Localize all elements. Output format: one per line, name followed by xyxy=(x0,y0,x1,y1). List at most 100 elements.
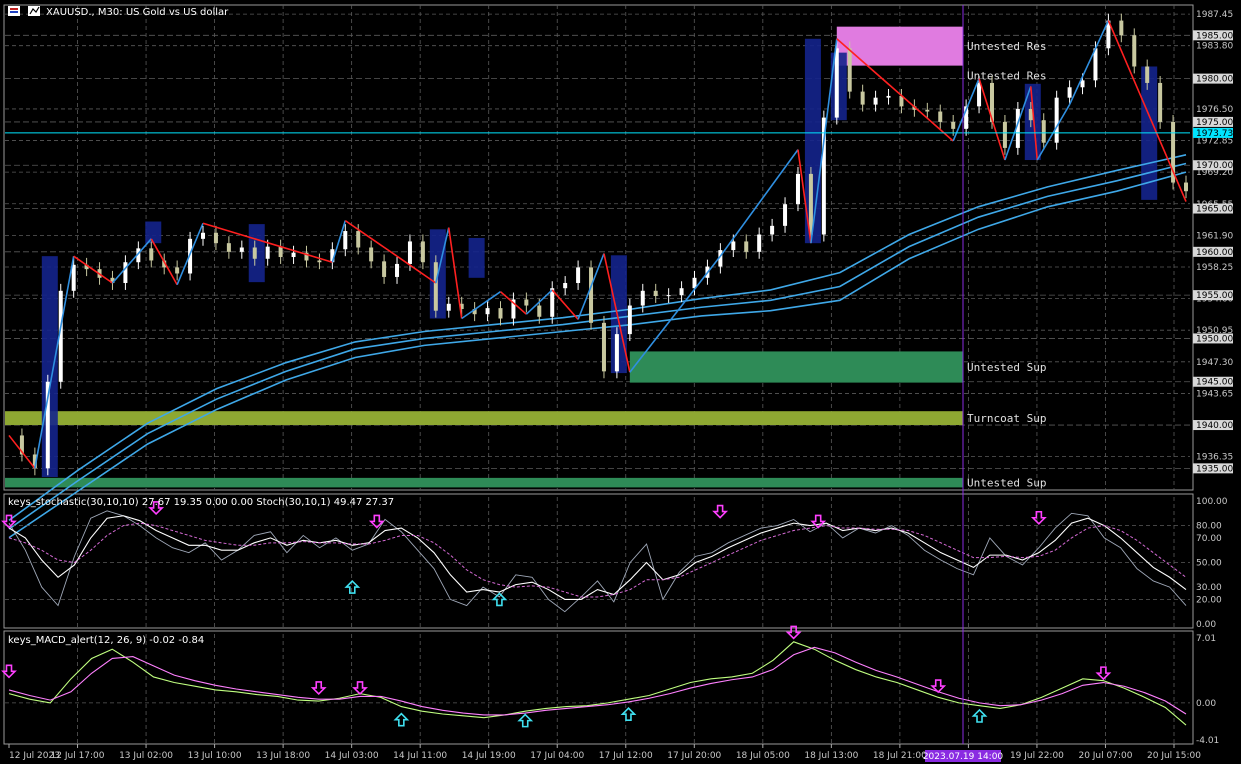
stoch-sell-arrow xyxy=(712,504,729,519)
candle-body xyxy=(1119,20,1124,36)
candle-body xyxy=(395,263,400,277)
candle-body xyxy=(925,109,930,112)
candle-body xyxy=(291,252,296,258)
candle-body xyxy=(1054,97,1059,143)
stoch-sell-arrow xyxy=(1030,510,1047,525)
candle-body xyxy=(524,299,529,306)
candle-body xyxy=(1015,108,1020,148)
macd-buy-arrow xyxy=(620,707,637,721)
zigzag-segment xyxy=(8,434,36,469)
candle-body xyxy=(265,246,270,259)
candle-body xyxy=(1145,66,1150,83)
zigzag-segment xyxy=(150,238,178,286)
zigzag-segment xyxy=(1004,86,1032,161)
zigzag-segment xyxy=(1036,104,1071,161)
stochastic-title: keys_stochastic(30,10,10) 27.67 19.35 0.… xyxy=(8,497,394,508)
zigzag-segment xyxy=(435,227,450,284)
price-axis: 1987.45 1983.80 1976.50 1972.85 1969.20 1965.… xyxy=(1193,10,1233,474)
candle-body xyxy=(1093,48,1098,81)
candle-body xyxy=(653,290,658,296)
time-tick-label: 12 Jul 2023 xyxy=(9,751,60,761)
candle-body xyxy=(84,264,89,270)
candle-body xyxy=(123,262,128,284)
price-tick-label: 1969.20 xyxy=(1196,168,1233,178)
price-level-label: 1985.00 xyxy=(1196,31,1233,41)
block-box xyxy=(468,237,485,278)
macd-tick-label: 0.00 xyxy=(1196,699,1216,709)
block-box xyxy=(145,221,162,244)
candle-body xyxy=(757,234,762,252)
crosshair-time-box xyxy=(925,750,1001,762)
macd-sell-arrow xyxy=(310,681,327,696)
price-level-box xyxy=(1193,376,1233,387)
macd-line xyxy=(8,641,1187,726)
price-level-box xyxy=(1193,420,1233,431)
candle-body xyxy=(640,290,645,306)
chart-type-icon[interactable] xyxy=(28,6,40,16)
candle-body xyxy=(537,305,542,317)
price-level-label: 1970.00 xyxy=(1196,161,1233,171)
candle-body xyxy=(666,295,671,297)
candle-body xyxy=(808,173,813,235)
zigzag-segment xyxy=(499,291,527,315)
zigzag-lines xyxy=(8,20,1187,469)
zigzag-segment xyxy=(73,255,113,284)
candle-body xyxy=(498,308,503,319)
zigzag-segment xyxy=(176,222,204,286)
candle-body xyxy=(459,303,464,309)
candle-body xyxy=(873,97,878,105)
chart-title: XAUUSD., M30: US Gold vs US dollar xyxy=(46,7,229,18)
zigzag-segment xyxy=(461,291,501,320)
price-tick-label: 1936.35 xyxy=(1196,453,1233,463)
candle-body xyxy=(446,303,451,311)
candle-body xyxy=(847,48,852,92)
time-tick-label: 20 Jul 07:00 xyxy=(1078,751,1132,761)
zigzag-segment xyxy=(629,255,722,373)
candle-body xyxy=(45,381,50,469)
time-tick-label: 13 Jul 10:00 xyxy=(188,751,242,761)
zone-label: Untested Res xyxy=(967,40,1046,53)
price-level-label: 1955.00 xyxy=(1196,291,1233,301)
candle-body xyxy=(627,305,632,335)
zigzag-segment xyxy=(603,253,631,373)
zigzag-segment xyxy=(810,38,838,244)
macd-tick-label: -4.01 xyxy=(1196,736,1219,746)
zigzag-segment xyxy=(952,78,980,142)
candle-body xyxy=(989,82,994,122)
zigzag-segment xyxy=(396,255,437,284)
candle-body xyxy=(511,299,516,319)
macd-lines xyxy=(1,625,1187,728)
candle-body xyxy=(239,247,244,252)
candle-body xyxy=(420,241,425,263)
candle-body xyxy=(731,241,736,251)
candle-body xyxy=(1106,20,1111,49)
candle-body xyxy=(912,106,917,110)
stoch-sell-arrow xyxy=(810,514,827,529)
moving-average-line xyxy=(8,154,1187,521)
candle-body xyxy=(343,231,348,250)
candle-body xyxy=(1171,121,1176,183)
candle-body xyxy=(71,264,76,291)
candle-body xyxy=(213,232,218,244)
price-tick-label: 1972.85 xyxy=(1196,137,1233,147)
candle-body xyxy=(252,247,257,259)
candle-body xyxy=(1067,87,1072,98)
stoch-tick-label: 30.00 xyxy=(1196,583,1222,593)
candle-body xyxy=(472,308,477,315)
stoch-tick-label: 70.00 xyxy=(1196,534,1222,544)
candle-body xyxy=(32,454,37,469)
candle-body xyxy=(407,241,412,264)
candle-body xyxy=(317,260,322,263)
stoch-sell-arrow xyxy=(368,514,385,529)
candle-body xyxy=(1080,80,1085,88)
price-tick-label: 1961.90 xyxy=(1196,231,1233,241)
candle-body xyxy=(783,204,788,226)
candle-body xyxy=(938,111,943,122)
time-tick-label: 13 Jul 18:00 xyxy=(256,751,310,761)
stoch-tick-label: 50.00 xyxy=(1196,559,1222,569)
price-tick-label: 1947.30 xyxy=(1196,358,1233,368)
candle-body xyxy=(1002,121,1007,148)
price-level-box xyxy=(1193,73,1233,84)
candle-body xyxy=(951,121,956,129)
